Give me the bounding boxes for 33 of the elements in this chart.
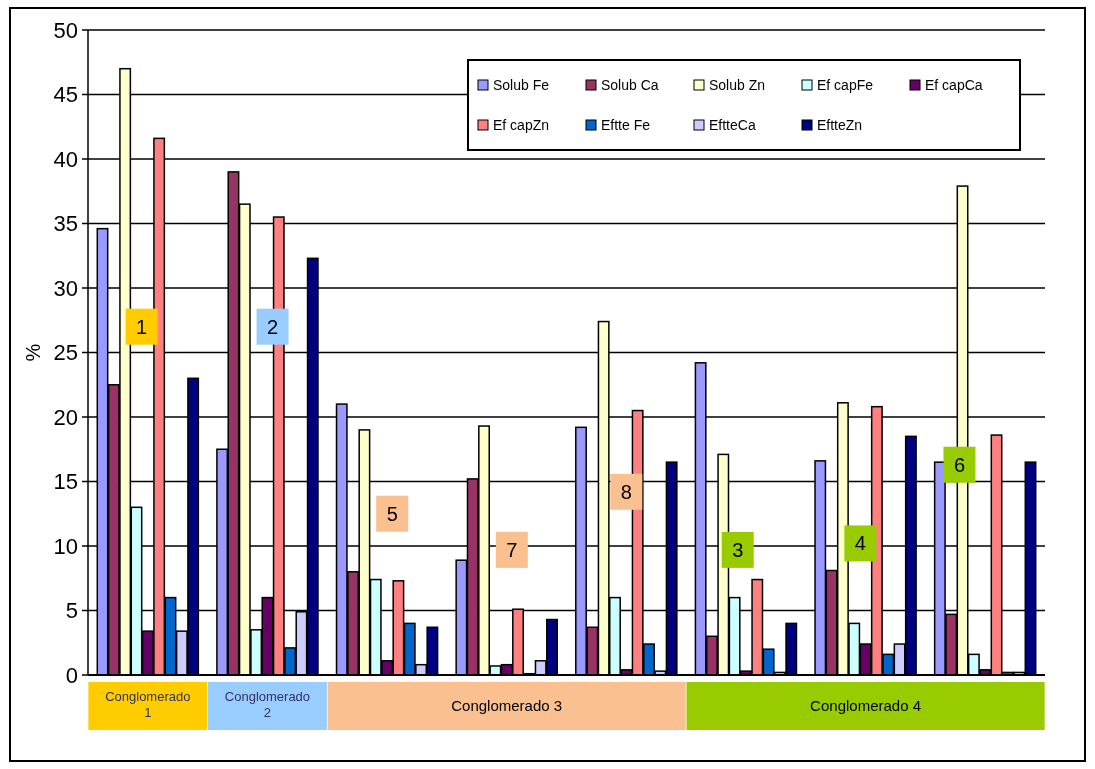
annotation: 1 (136, 315, 148, 338)
text: Conglomerado 4 (810, 697, 922, 715)
y-tick-label: 45 (53, 82, 78, 108)
annotation: 3 (732, 538, 744, 561)
legend-label: EftteZn (817, 116, 863, 133)
annotation: 5 (386, 502, 398, 525)
legend-label: Solub Zn (709, 76, 766, 93)
legend-label: Solub Fe (493, 76, 550, 93)
text: Conglomerado 3 (451, 697, 563, 715)
text: Conglomerado 1 (105, 688, 191, 721)
annotation: 8 (620, 480, 632, 503)
annotation: 2 (267, 315, 279, 338)
legend-label: Solub Ca (601, 76, 659, 93)
y-tick-label: 50 (53, 17, 78, 43)
legend-label: Ef capFe (817, 76, 874, 93)
y-tick-label: 10 (53, 533, 78, 559)
y-tick-label: 40 (53, 146, 78, 172)
y-tick-label: 5 (65, 598, 78, 624)
y-tick-label: 30 (53, 275, 78, 301)
y-tick-label: 15 (53, 469, 78, 495)
y-tick-label: 25 (53, 340, 78, 366)
y-axis-title: % (22, 343, 44, 362)
annotation: 6 (953, 453, 966, 476)
text: Conglomerado 2 (224, 688, 311, 721)
legend-label: EftteCa (709, 116, 756, 133)
legend-label: Ef capZn (493, 116, 550, 133)
y-tick-label: 35 (53, 211, 78, 237)
legend-label: Ef capCa (925, 76, 983, 93)
legend-label: Eftte Fe (601, 116, 651, 133)
y-tick-label: 20 (53, 404, 78, 430)
annotation: 7 (506, 538, 518, 561)
annotation: 4 (854, 532, 866, 555)
y-tick-label: 0 (65, 662, 78, 688)
